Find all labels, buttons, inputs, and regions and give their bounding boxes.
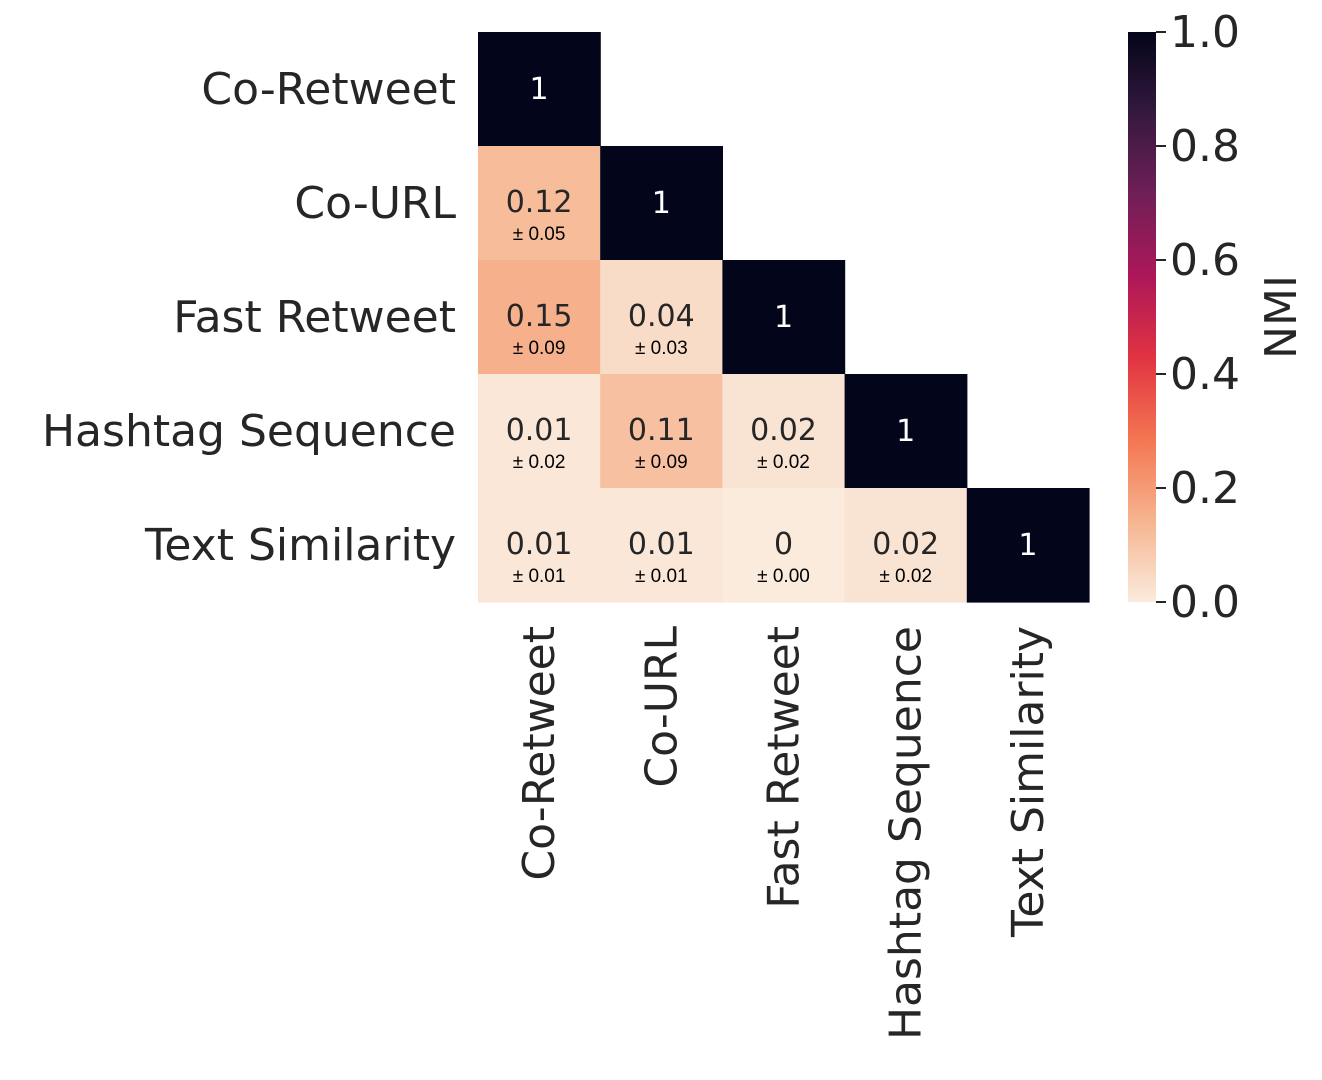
heatmap-cell xyxy=(844,374,968,489)
heatmap-cell xyxy=(722,488,846,603)
y-tick-label: Text Similarity xyxy=(144,520,456,571)
heatmap-cell xyxy=(722,260,846,375)
colorbar-tick-label: 0.0 xyxy=(1170,577,1240,628)
cell-value-label: 0.01 xyxy=(506,527,573,562)
cell-value-label: 1 xyxy=(896,414,915,449)
cell-error-label: ± 0.03 xyxy=(635,338,688,359)
cell-error-label: ± 0.09 xyxy=(513,338,566,359)
heatmap-cell xyxy=(478,488,601,603)
heatmap-cell xyxy=(478,146,601,261)
cell-error-label: ± 0.01 xyxy=(635,566,688,587)
cell-value-label: 0.02 xyxy=(750,413,817,448)
colorbar-gradient xyxy=(1128,32,1156,602)
cell-value-label: 0.11 xyxy=(628,413,695,448)
x-tick-label: Hashtag Sequence xyxy=(881,626,932,1040)
x-tick-label: Co-Retweet xyxy=(514,626,565,881)
cell-error-label: ± 0.01 xyxy=(513,566,566,587)
x-axis-tick-labels: Co-Retweet Co-URL Fast Retweet Hashtag Sequ… xyxy=(514,626,1054,1041)
cell-value-label: 1 xyxy=(1018,528,1037,563)
y-tick-label: Co-Retweet xyxy=(201,64,456,115)
cell-value-label: 1 xyxy=(530,72,549,107)
heatmap-cell xyxy=(600,260,723,375)
cell-value-label: 1 xyxy=(652,186,671,221)
colorbar-tick-label: 0.4 xyxy=(1170,349,1240,400)
heatmap-cell xyxy=(966,488,1090,603)
heatmap-cell xyxy=(844,488,968,603)
y-tick-label: Co-URL xyxy=(294,178,456,229)
cell-error-label: ± 0.05 xyxy=(513,224,566,245)
y-tick-label: Fast Retweet xyxy=(173,292,456,343)
cell-value-label: 0.01 xyxy=(506,413,573,448)
cell-error-label: ± 0.02 xyxy=(757,452,810,473)
cell-value-label: 1 xyxy=(774,300,793,335)
y-tick-label: Hashtag Sequence xyxy=(42,406,456,457)
cell-value-label: 0.12 xyxy=(506,185,573,220)
cell-error-label: ± 0.02 xyxy=(513,452,566,473)
cell-value-label: 0.01 xyxy=(628,527,695,562)
colorbar-tick-label: 1.0 xyxy=(1170,7,1240,58)
cell-value-label: 0.04 xyxy=(628,299,695,334)
heatmap-cell xyxy=(478,374,601,489)
x-tick-label: Co-URL xyxy=(636,626,687,788)
heatmap-cell xyxy=(478,32,601,147)
cell-error-label: ± 0.09 xyxy=(635,452,688,473)
heatmap-cell xyxy=(600,488,723,603)
cell-value-label: 0 xyxy=(774,527,793,562)
cell-value-label: 0.15 xyxy=(506,299,573,334)
heatmap-cell xyxy=(478,260,601,375)
x-tick-label: Text Similarity xyxy=(1003,626,1054,938)
colorbar: 0.0 0.2 0.4 0.6 0.8 1.0 NMI xyxy=(1128,7,1307,628)
x-tick-label: Fast Retweet xyxy=(759,626,810,909)
colorbar-label: NMI xyxy=(1256,275,1307,359)
colorbar-tick-label: 0.8 xyxy=(1170,121,1240,172)
heatmap-cell xyxy=(600,374,723,489)
colorbar-tick-label: 0.2 xyxy=(1170,463,1240,514)
colorbar-tick-label: 0.6 xyxy=(1170,235,1240,286)
heatmap-cell xyxy=(600,146,723,261)
cell-error-label: ± 0.00 xyxy=(757,566,810,587)
heatmap-cell xyxy=(722,374,846,489)
y-axis-tick-labels: Co-Retweet Co-URL Fast Retweet Hashtag Sequ… xyxy=(42,64,457,571)
heatmap-cells: 1 0.12 ± 0.05 1 0.15 ± 0.09 0.04 ± 0.03 1 0.01 ± 0… xyxy=(478,32,1090,603)
cell-value-label: 0.02 xyxy=(872,527,939,562)
cell-error-label: ± 0.02 xyxy=(879,566,932,587)
